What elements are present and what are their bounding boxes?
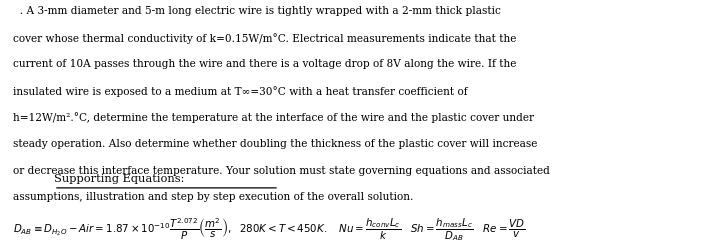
Text: insulated wire is exposed to a medium at T∞=30°C with a heat transfer coefficien: insulated wire is exposed to a medium at… xyxy=(13,86,467,97)
Text: assumptions, illustration and step by step execution of the overall solution.: assumptions, illustration and step by st… xyxy=(13,192,413,202)
Text: cover whose thermal conductivity of k=0.15W/m°C. Electrical measurements indicat: cover whose thermal conductivity of k=0.… xyxy=(13,33,516,44)
Text: . A 3-mm diameter and 5-m long electric wire is tightly wrapped with a 2-mm thic: . A 3-mm diameter and 5-m long electric … xyxy=(13,6,501,16)
Text: Supporting Equations:: Supporting Equations: xyxy=(54,174,184,184)
Text: steady operation. Also determine whether doubling the thickness of the plastic c: steady operation. Also determine whether… xyxy=(13,139,537,149)
Text: $D_{AB} \equiv D_{H_2O} - Air = 1.87 \times 10^{-10}\dfrac{T^{2.072}}{P}\left(\d: $D_{AB} \equiv D_{H_2O} - Air = 1.87 \ti… xyxy=(13,216,526,243)
Text: current of 10A passes through the wire and there is a voltage drop of 8V along t: current of 10A passes through the wire a… xyxy=(13,59,516,69)
Text: h=12W/m².°C, determine the temperature at the interface of the wire and the plas: h=12W/m².°C, determine the temperature a… xyxy=(13,112,534,123)
Text: or decrease this interface temperature. Your solution must state governing equat: or decrease this interface temperature. … xyxy=(13,166,550,176)
